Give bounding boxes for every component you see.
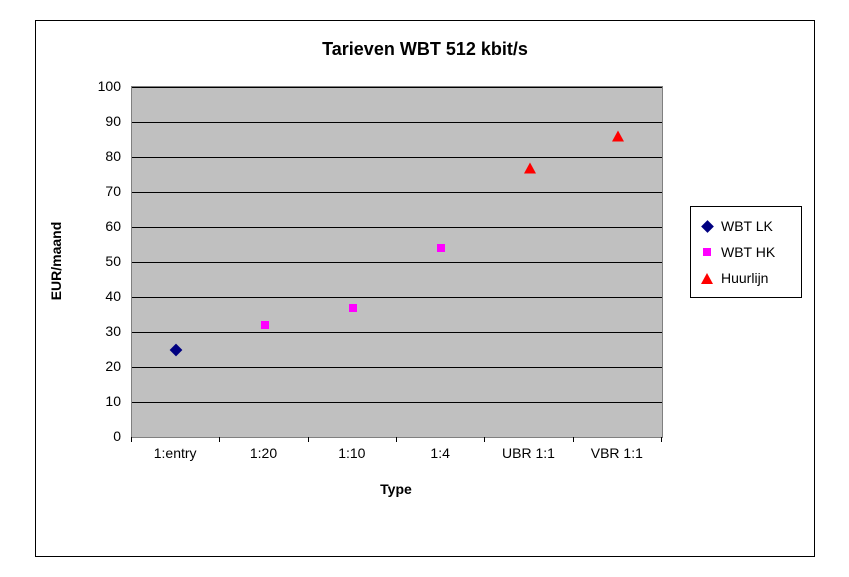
x-tick (661, 437, 662, 442)
diamond-icon (170, 343, 183, 356)
legend-item: WBT LK (695, 213, 797, 239)
square-icon (261, 321, 269, 329)
x-tick-label: 1:entry (154, 445, 197, 461)
plot-area (131, 86, 663, 438)
y-tick-label: 60 (71, 218, 121, 234)
x-tick (131, 437, 132, 442)
legend-item: Huurlijn (695, 265, 797, 291)
y-tick-label: 0 (71, 428, 121, 444)
gridline (132, 192, 662, 193)
gridline (132, 297, 662, 298)
y-tick-label: 80 (71, 148, 121, 164)
triangle-icon (612, 131, 624, 142)
gridline (132, 367, 662, 368)
x-axis-title: Type (131, 481, 661, 497)
y-axis-title: EUR/maand (48, 222, 64, 301)
legend-label: WBT HK (719, 244, 775, 260)
triangle-icon (524, 162, 536, 173)
square-icon (437, 244, 445, 252)
y-tick-label: 10 (71, 393, 121, 409)
y-tick-label: 70 (71, 183, 121, 199)
y-tick-label: 90 (71, 113, 121, 129)
y-tick-label: 30 (71, 323, 121, 339)
gridline (132, 227, 662, 228)
x-tick-label: 1:20 (250, 445, 277, 461)
x-tick-label: 1:10 (338, 445, 365, 461)
square-icon (695, 248, 719, 256)
x-tick (219, 437, 220, 442)
x-tick (308, 437, 309, 442)
x-tick-label: VBR 1:1 (591, 445, 643, 461)
legend-item: WBT HK (695, 239, 797, 265)
legend: WBT LK WBT HK Huurlijn (690, 206, 802, 298)
x-tick (573, 437, 574, 442)
y-tick-label: 20 (71, 358, 121, 374)
square-icon (349, 304, 357, 312)
y-tick-label: 100 (71, 78, 121, 94)
x-tick (396, 437, 397, 442)
x-tick (484, 437, 485, 442)
gridline (132, 157, 662, 158)
chart-title: Tarieven WBT 512 kbit/s (36, 39, 814, 60)
legend-label: WBT LK (719, 218, 773, 234)
x-tick-label: 1:4 (430, 445, 449, 461)
diamond-icon (695, 222, 719, 231)
y-tick-label: 40 (71, 288, 121, 304)
x-tick-label: UBR 1:1 (502, 445, 555, 461)
gridline (132, 332, 662, 333)
legend-label: Huurlijn (719, 270, 768, 286)
gridline (132, 122, 662, 123)
chart-frame: Tarieven WBT 512 kbit/s EUR/maand Type W… (35, 20, 815, 557)
gridline (132, 262, 662, 263)
y-tick-label: 50 (71, 253, 121, 269)
gridline (132, 402, 662, 403)
triangle-icon (695, 273, 719, 284)
gridline (132, 87, 662, 88)
